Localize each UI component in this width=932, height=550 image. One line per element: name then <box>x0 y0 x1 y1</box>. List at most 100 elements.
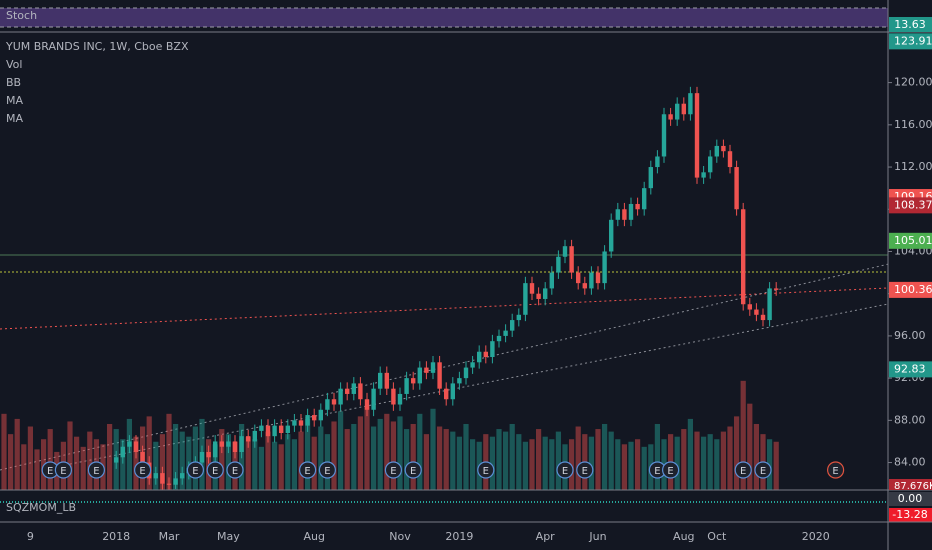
volume-bar <box>126 418 132 490</box>
x-tick-label: Aug <box>673 530 694 543</box>
volume-bar <box>430 408 436 490</box>
volume-bar <box>503 431 509 490</box>
candle-body <box>411 378 416 384</box>
candle-body <box>767 288 772 321</box>
price-tag-bg <box>889 33 932 50</box>
stoch-band <box>0 8 888 27</box>
volume-bar <box>496 429 502 490</box>
volume-bar <box>133 436 139 490</box>
candle-body <box>635 203 640 210</box>
candle-body <box>173 478 178 485</box>
candle-body <box>153 473 158 479</box>
candle-body <box>562 246 568 257</box>
earnings-marker <box>734 461 752 479</box>
earnings-label: E <box>832 466 838 477</box>
candle-body <box>331 399 337 405</box>
candle-body <box>285 425 290 434</box>
earnings-marker <box>404 461 422 479</box>
volume-bar <box>542 436 548 490</box>
earnings-label: E <box>582 466 588 477</box>
volume-bar <box>687 418 693 490</box>
volume-bar <box>252 439 258 490</box>
price-tag-bg <box>889 232 932 249</box>
volume-bar <box>555 431 561 490</box>
candle-body <box>219 441 224 447</box>
candle-body <box>312 415 317 421</box>
volume-bar <box>159 434 165 490</box>
candle-body <box>642 188 647 210</box>
candle-body <box>754 309 759 315</box>
indicator-label: MA <box>6 94 23 107</box>
candle-body <box>417 367 422 384</box>
candle-body <box>516 314 521 321</box>
x-tick-label: Apr <box>536 530 556 543</box>
candle-body <box>457 378 462 384</box>
earnings-marker <box>318 461 336 479</box>
volume-bar <box>1 413 7 490</box>
candle-body <box>444 388 449 400</box>
candle-body <box>734 167 739 210</box>
candle-body <box>463 367 469 379</box>
candle-body <box>298 420 304 426</box>
price-tag-bg <box>889 197 932 214</box>
candle-body <box>523 283 528 315</box>
sqz-tag-bg <box>889 508 932 522</box>
candle-body <box>510 320 515 331</box>
volume-bar <box>272 441 278 490</box>
y-tick-label: 116.00 <box>894 118 932 131</box>
price-tag: 105.01 <box>894 234 932 247</box>
volume-bar <box>443 429 449 490</box>
volume-bar <box>588 436 594 490</box>
volume-bar <box>219 429 225 490</box>
candle-body <box>741 209 746 305</box>
volume-bar <box>773 441 779 490</box>
candle-layer <box>114 86 779 490</box>
volume-bar <box>734 416 740 490</box>
earnings-label: E <box>483 466 489 477</box>
candle-body <box>529 283 535 294</box>
x-tick-label: 2020 <box>802 530 830 543</box>
candle-body <box>364 399 370 410</box>
candle-body <box>628 203 634 220</box>
candle-body <box>199 452 205 463</box>
volume-bar <box>602 423 608 490</box>
volume-bar <box>522 441 528 490</box>
volume-bar <box>265 431 271 490</box>
candle-body <box>305 415 310 426</box>
price-tag: 92.83 <box>894 362 926 375</box>
y-tick-label: 88.00 <box>894 413 926 426</box>
volume-bar <box>641 446 647 490</box>
price-axis: 120.00116.00112.00108.00104.00100.0096.0… <box>888 33 932 492</box>
earnings-marker <box>54 461 73 479</box>
candle-body <box>708 156 713 173</box>
earnings-label: E <box>667 466 673 477</box>
candle-body <box>226 441 231 447</box>
volume-bar <box>621 444 627 490</box>
candle-body <box>180 473 185 479</box>
candle-body <box>140 452 145 463</box>
candle-body <box>477 351 482 363</box>
candle-body <box>371 388 376 410</box>
volume-bar <box>470 439 476 490</box>
earnings-marker <box>186 461 204 479</box>
volume-bar <box>291 439 297 490</box>
candle-body <box>358 383 363 400</box>
volume-bar <box>146 416 152 490</box>
candle-body <box>246 436 251 442</box>
volume-bar <box>331 421 337 490</box>
candle-body <box>602 251 607 284</box>
volume-bar <box>423 434 429 490</box>
sqz-tag: -13.28 <box>892 508 927 521</box>
stoch-tag: 13.63 <box>894 18 926 31</box>
sqz-label: SQZMOM_LB <box>6 501 76 514</box>
candle-body <box>609 219 614 252</box>
volume-bar <box>377 418 383 490</box>
volume-bar <box>489 436 495 490</box>
volume-bar <box>628 441 634 490</box>
price-tag-bg <box>889 361 932 378</box>
volume-bar <box>707 434 713 490</box>
volume-bar <box>397 416 403 490</box>
volume-tag-bg <box>889 479 932 490</box>
candle-body <box>622 209 627 220</box>
